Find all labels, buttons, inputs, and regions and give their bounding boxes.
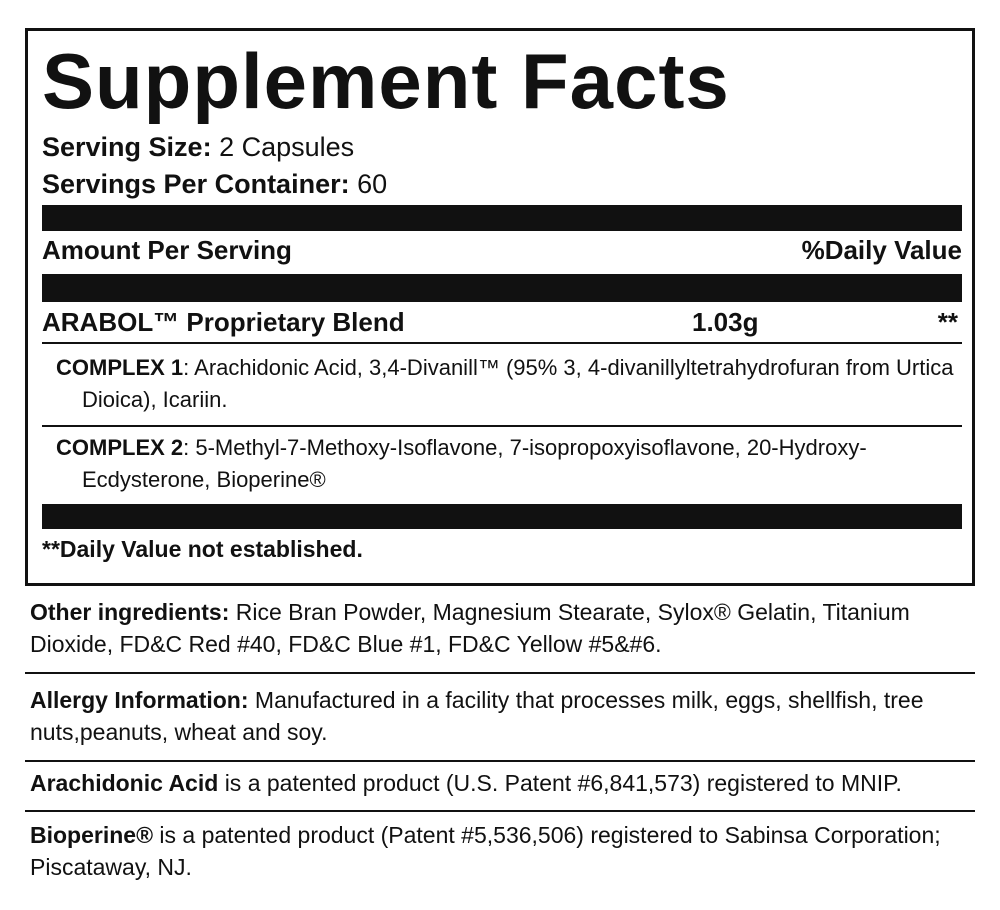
note: Arachidonic Acid is a patented product (… <box>30 767 975 799</box>
complex-text: : 5-Methyl-7-Methoxy-Isoflavone, 7-isopr… <box>82 435 867 492</box>
blend-dv: ** <box>937 307 958 337</box>
blend-name: ARABOL™ Proprietary Blend <box>42 307 405 337</box>
note-label: Bioperine® <box>30 822 154 848</box>
rule <box>25 760 975 762</box>
complex-label: COMPLEX 1 <box>56 355 184 380</box>
serving-size: Serving Size: 2 Capsules <box>42 131 354 163</box>
value: 2 Capsules <box>219 132 355 162</box>
note: Other ingredients: Rice Bran Powder, Mag… <box>30 596 975 660</box>
footnote: **Daily Value not established. <box>42 536 363 562</box>
rule-thin <box>42 342 962 344</box>
note-label: Allergy Information: <box>30 687 249 713</box>
value: 60 <box>357 169 388 199</box>
blend-amount: 1.03g <box>692 307 759 337</box>
rule-thick <box>42 274 962 302</box>
note-label: Arachidonic Acid <box>30 770 219 796</box>
rule-thick <box>42 205 962 231</box>
note-text: Manufactured in a facility that processe… <box>30 687 924 745</box>
rule <box>25 810 975 812</box>
amount-header: Amount Per Serving <box>42 235 292 265</box>
blend-row: ARABOL™ Proprietary Blend 1.03g ** <box>42 306 962 338</box>
note-text: Rice Bran Powder, Magnesium Stearate, Sy… <box>30 599 910 657</box>
note-text: is a patented product (Patent #5,536,506… <box>30 822 941 880</box>
complex-label: COMPLEX 2 <box>56 435 184 460</box>
note: Bioperine® is a patented product (Patent… <box>30 819 975 883</box>
rule-thin <box>42 425 962 427</box>
header-row: Amount Per Serving %Daily Value <box>42 234 962 266</box>
facts-panel: Supplement Facts Serving Size: 2 Capsule… <box>25 28 975 586</box>
note-label: Other ingredients: <box>30 599 230 625</box>
label: Servings Per Container: <box>42 169 350 199</box>
complex: COMPLEX 1: Arachidonic Acid, 3,4-Divanil… <box>56 352 956 416</box>
rule-thick <box>42 504 962 529</box>
label: Serving Size: <box>42 132 212 162</box>
complex-text: : Arachidonic Acid, 3,4-Divanill™ (95% 3… <box>82 355 954 412</box>
note: Allergy Information: Manufactured in a f… <box>30 684 975 748</box>
note-text: is a patented product (U.S. Patent #6,84… <box>224 770 902 796</box>
servings-per-container: Servings Per Container: 60 <box>42 168 387 200</box>
title: Supplement Facts <box>42 37 730 125</box>
complex: COMPLEX 2: 5-Methyl-7-Methoxy-Isoflavone… <box>56 432 956 496</box>
rule <box>25 672 975 674</box>
dv-header: %Daily Value <box>801 235 962 265</box>
